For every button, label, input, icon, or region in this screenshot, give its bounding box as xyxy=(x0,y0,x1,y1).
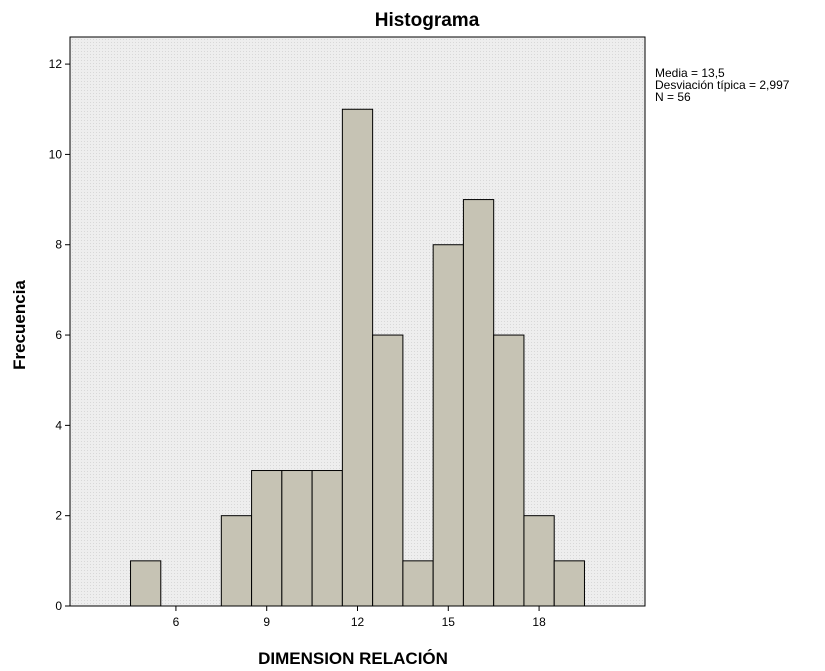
stat-mean: Media = 13,5 xyxy=(655,66,725,80)
y-axis-label: Frecuencia xyxy=(10,280,29,370)
y-tick-label: 12 xyxy=(49,57,63,71)
y-tick-label: 0 xyxy=(55,599,62,613)
histogram-bar xyxy=(462,199,495,607)
histogram-bar xyxy=(372,334,404,607)
histogram-bar xyxy=(251,470,283,607)
statistics-box: Media = 13,5 Desviación típica = 2,997 N… xyxy=(655,66,790,104)
histogram-bar xyxy=(523,515,555,607)
y-tick-label: 10 xyxy=(49,147,63,161)
x-tick-label: 9 xyxy=(263,615,270,629)
histogram-bar xyxy=(220,515,253,607)
y-tick-label: 2 xyxy=(55,509,62,523)
chart-title: Histograma xyxy=(375,10,480,31)
stat-n: N = 56 xyxy=(655,90,691,104)
x-tick-label: 18 xyxy=(532,615,546,629)
histogram-bar xyxy=(402,560,434,607)
y-tick-label: 4 xyxy=(55,418,62,432)
histogram-bar xyxy=(432,244,464,607)
histogram-bar xyxy=(130,560,162,607)
x-tick-label: 6 xyxy=(173,615,180,629)
x-tick-label: 12 xyxy=(351,615,365,629)
histogram-bar xyxy=(493,334,525,607)
bars-group xyxy=(130,108,585,607)
histogram-bar xyxy=(311,470,343,607)
x-tick-label: 15 xyxy=(442,615,456,629)
x-axis: 6 9 12 15 18 xyxy=(173,606,546,629)
y-axis: 0 2 4 6 8 10 12 xyxy=(49,57,70,613)
stat-std: Desviación típica = 2,997 xyxy=(655,78,790,92)
x-axis-label: DIMENSION RELACIÓN xyxy=(258,649,448,668)
y-tick-label: 6 xyxy=(55,328,62,342)
y-tick-label: 8 xyxy=(55,238,62,252)
histogram-bar xyxy=(553,560,585,607)
histogram-bar xyxy=(281,470,313,607)
histogram-bar xyxy=(341,108,374,607)
